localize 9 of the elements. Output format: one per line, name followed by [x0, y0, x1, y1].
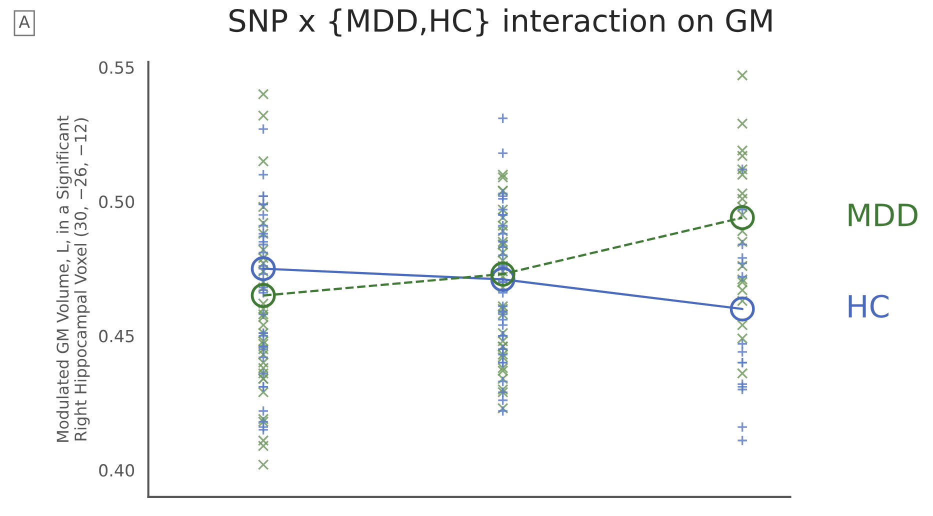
text: MDD — [848, 204, 918, 226]
y-axis-title: Modulated GM Volume, L, in a Significant Right Hippocampal Voxel (30, −26, −12) — [56, 116, 90, 442]
text: HC — [848, 294, 888, 318]
y-tick-label: 0.45 — [99, 330, 134, 342]
y-tick-label: 0.50 — [99, 196, 134, 208]
y-tick-label: 0.40 — [99, 464, 134, 477]
text: A — [18, 16, 30, 28]
y-tick-label: 0.55 — [99, 61, 134, 74]
chart-title: SNP x {MDD,HC} interaction on GM — [230, 8, 772, 37]
